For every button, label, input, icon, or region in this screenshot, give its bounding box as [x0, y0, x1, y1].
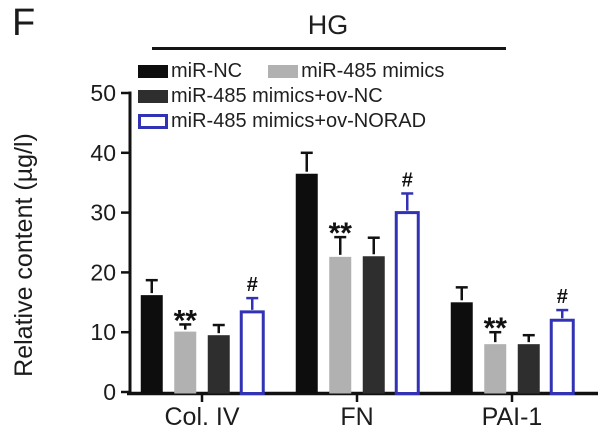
bar-mir-nc: [140, 295, 163, 394]
y-tick-label: 50: [90, 80, 116, 106]
treatment-group-underline: [152, 47, 506, 50]
x-category-label: PAI-1: [482, 403, 543, 431]
legend-label: miR-485 mimics+ov-NORAD: [171, 110, 427, 132]
bar-mir-485-mimics-ov-nc: [517, 344, 540, 394]
y-tick-label: 10: [90, 319, 116, 345]
legend-label: miR-485 mimics+ov-NC: [171, 85, 383, 107]
bar-mir-485-mimics-ov-norad: [549, 318, 575, 395]
bar-mir-485-mimics-ov-nc: [207, 335, 230, 394]
y-axis-title: Relative content (µg/l): [10, 133, 38, 377]
x-category-label: Col. IV: [164, 403, 239, 431]
bar-mir-485-mimics-ov-norad: [394, 211, 420, 395]
significance-marker: #: [247, 274, 258, 296]
y-tick-label: 0: [103, 379, 116, 405]
legend-row: miR-NC miR-485 mimics: [138, 59, 558, 84]
bar-mir-485-mimics-ov-norad: [239, 310, 265, 396]
treatment-group-header: HG: [307, 10, 349, 40]
significance-marker: **: [174, 304, 198, 337]
legend-item: miR-485 mimics+ov-NC: [138, 84, 383, 109]
panel-label: F: [12, 2, 36, 44]
bar-mir-485-mimics: [329, 256, 352, 394]
bar-mir-485-mimics: [484, 344, 507, 394]
legend-swatch-icon: [138, 114, 168, 129]
significance-marker: #: [557, 286, 568, 308]
legend-item: miR-NC: [138, 59, 242, 84]
legend-swatch-icon: [268, 65, 299, 78]
bar-mir-nc: [450, 302, 473, 394]
legend-item: miR-485 mimics+ov-NORAD: [138, 109, 426, 134]
y-tick-label: 30: [90, 200, 116, 226]
legend-item: miR-485 mimics: [268, 59, 444, 84]
legend-row: miR-485 mimics+ov-NC: [138, 84, 558, 109]
legend-swatch-icon: [138, 65, 168, 78]
bar-mir-nc: [295, 173, 318, 394]
legend-row: miR-485 mimics+ov-NORAD: [138, 109, 558, 134]
chart-legend: miR-NC miR-485 mimics miR-485 mimics+ov-NC…: [138, 59, 558, 134]
significance-marker: **: [484, 312, 508, 345]
significance-marker: #: [402, 169, 413, 191]
y-tick-label: 20: [90, 259, 116, 285]
bar-mir-485-mimics-ov-nc: [362, 256, 385, 394]
legend-label: miR-NC: [171, 60, 243, 82]
x-category-label: FN: [340, 403, 373, 431]
y-tick-label: 40: [90, 140, 116, 166]
significance-marker: **: [329, 217, 353, 250]
legend-swatch-icon: [138, 90, 168, 103]
legend-label: miR-485 mimics: [301, 60, 445, 82]
bar-mir-485-mimics: [174, 331, 197, 394]
